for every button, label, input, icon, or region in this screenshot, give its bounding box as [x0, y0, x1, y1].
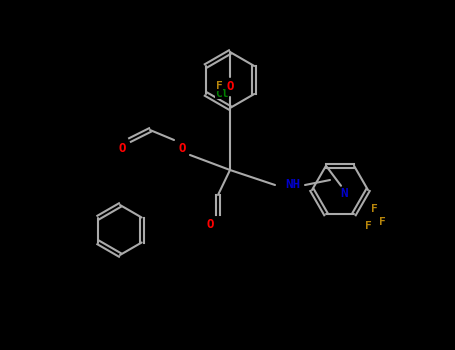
Text: O: O	[178, 141, 186, 154]
Text: Cl: Cl	[215, 89, 229, 99]
Text: NH: NH	[285, 178, 300, 191]
Text: O: O	[226, 80, 234, 93]
Text: F: F	[364, 221, 371, 231]
Text: F: F	[371, 204, 377, 214]
Text: O: O	[206, 218, 214, 231]
Text: F: F	[379, 217, 385, 227]
Text: N: N	[340, 187, 348, 200]
Text: F: F	[217, 81, 223, 91]
Text: O: O	[118, 141, 126, 154]
